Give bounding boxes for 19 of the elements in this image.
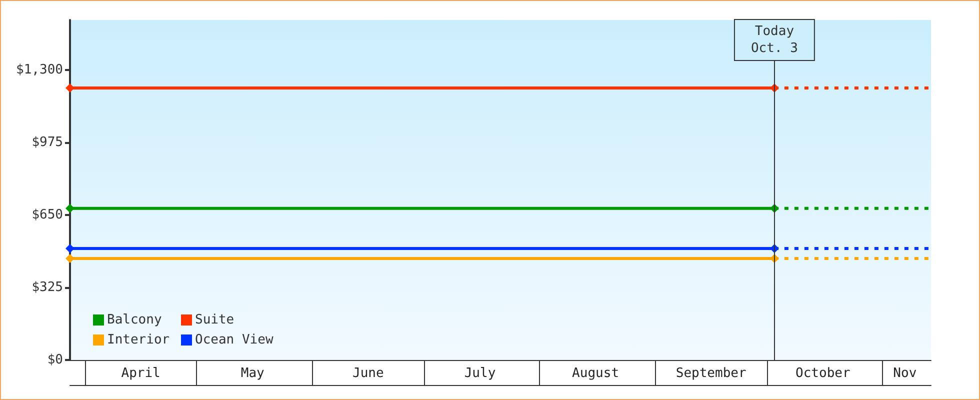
legend-label: Interior <box>107 332 170 348</box>
y-tick-label: $975 <box>32 135 63 150</box>
legend-label: Balcony <box>107 312 162 328</box>
x-tick-label: September <box>676 366 746 381</box>
x-tick-label: July <box>464 366 496 381</box>
y-tick-label: $325 <box>32 280 63 296</box>
x-tick-label: April <box>121 366 160 381</box>
x-tick-label: August <box>572 366 620 381</box>
y-tick-label: $0 <box>47 352 63 368</box>
y-tick-label: $1,300 <box>16 62 63 78</box>
x-tick-label: June <box>352 366 384 381</box>
ref-line-label: Today Oct. 3 <box>750 24 798 56</box>
y-tick-label: $650 <box>32 208 63 223</box>
x-tick-label: May <box>240 366 265 381</box>
legend-label: Suite <box>195 312 234 328</box>
legend-label: Ocean View <box>195 332 274 348</box>
x-tick-label: Nov <box>893 366 917 381</box>
point <box>66 204 74 213</box>
x-tick-label: October <box>796 366 850 381</box>
